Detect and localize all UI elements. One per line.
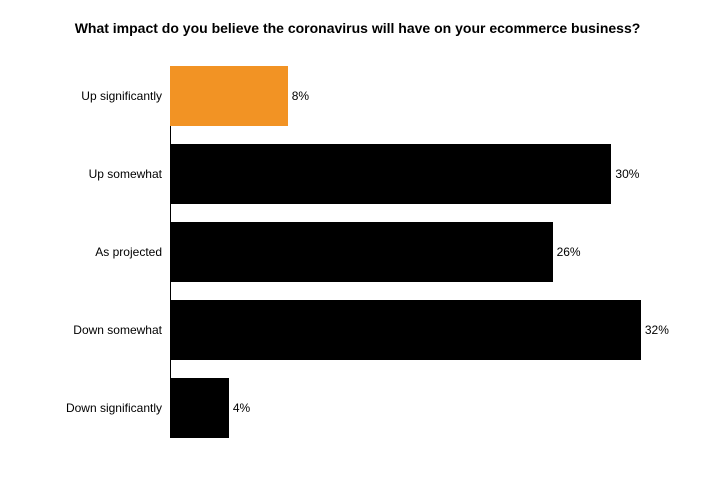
value-label: 30% <box>611 167 639 181</box>
bar: 8% <box>170 66 288 126</box>
category-label: Up significantly <box>30 89 170 103</box>
category-label: Down significantly <box>30 401 170 415</box>
bar-row: As projected 26% <box>30 222 685 282</box>
category-label: Down somewhat <box>30 323 170 337</box>
value-label: 26% <box>553 245 581 259</box>
value-label: 8% <box>288 89 309 103</box>
bar-track: 4% <box>170 378 685 438</box>
bar-row: Down significantly 4% <box>30 378 685 438</box>
category-label: Up somewhat <box>30 167 170 181</box>
chart-container: What impact do you believe the coronavir… <box>0 0 715 503</box>
bar-row: Up somewhat 30% <box>30 144 685 204</box>
bar-track: 30% <box>170 144 685 204</box>
bar-row: Down somewhat 32% <box>30 300 685 360</box>
bar-track: 32% <box>170 300 685 360</box>
chart-title: What impact do you believe the coronavir… <box>30 20 685 36</box>
value-label: 32% <box>641 323 669 337</box>
bar: 26% <box>170 222 553 282</box>
bar-track: 26% <box>170 222 685 282</box>
value-label: 4% <box>229 401 250 415</box>
bar: 32% <box>170 300 641 360</box>
plot-area: Up significantly 8% Up somewhat 30% As p… <box>30 66 685 438</box>
bar-track: 8% <box>170 66 685 126</box>
bar: 30% <box>170 144 611 204</box>
bar-row: Up significantly 8% <box>30 66 685 126</box>
bar: 4% <box>170 378 229 438</box>
category-label: As projected <box>30 245 170 259</box>
